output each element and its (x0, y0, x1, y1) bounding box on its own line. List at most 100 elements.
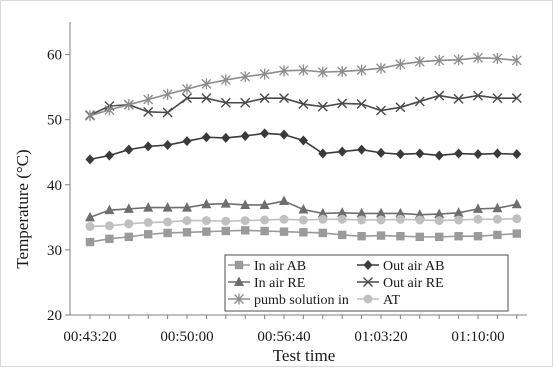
data-point-triangle (234, 276, 244, 286)
data-point-triangle (104, 204, 115, 215)
data-point-diamond (492, 148, 502, 159)
legend-item: pumb solution in (228, 293, 349, 308)
data-point-triangle (279, 195, 289, 206)
data-point-diamond (363, 260, 373, 270)
legend: In air AB Out air AB In air RE Out air RE pu… (224, 254, 509, 312)
data-point-circle (363, 294, 373, 304)
data-point-circle (240, 216, 250, 226)
legend-item: In air RE (228, 276, 305, 291)
data-point-square (396, 232, 405, 241)
data-point-triangle (337, 207, 348, 217)
data-point-x (511, 93, 522, 104)
legend-label: Out air AB (383, 259, 444, 274)
data-point-diamond (454, 148, 464, 159)
data-point-x (434, 90, 445, 101)
series-in-air-ab (85, 226, 521, 247)
data-point-diamond (357, 144, 367, 155)
data-point-square (376, 231, 386, 240)
series-in-air-re (85, 195, 522, 222)
data-point-circle (201, 216, 211, 226)
data-point-x (259, 93, 270, 104)
data-point-diamond (376, 147, 386, 158)
data-point-diamond (260, 128, 270, 139)
data-point-x (414, 96, 425, 107)
data-point-asterisk (162, 88, 173, 100)
data-point-asterisk (414, 56, 425, 68)
x-tick-label: 01:03:20 (354, 329, 407, 345)
data-point-square (435, 232, 444, 242)
data-point-triangle (376, 207, 386, 218)
data-point-x (337, 98, 348, 109)
data-point-square (221, 226, 230, 236)
data-point-triangle (240, 199, 251, 209)
data-point-square (473, 232, 483, 241)
data-point-circle (298, 215, 308, 225)
data-point-x (453, 93, 464, 104)
data-point-x (363, 277, 373, 287)
data-point-circle (260, 215, 270, 225)
data-point-square (182, 228, 192, 237)
data-point-asterisk (234, 293, 244, 305)
data-point-square (202, 227, 211, 236)
y-axis-title: Temperature (°C) (13, 149, 32, 268)
data-point-circle (221, 216, 231, 226)
y-tick-label: 60 (47, 48, 62, 64)
data-point-diamond (512, 149, 522, 160)
y-tick-label: 50 (47, 113, 62, 129)
data-point-triangle (298, 204, 309, 214)
data-point-diamond (395, 149, 405, 160)
data-point-diamond (201, 132, 211, 143)
legend-label: AT (383, 293, 401, 308)
x-tick-label: 01:10:00 (451, 329, 504, 345)
data-point-asterisk (182, 83, 192, 95)
data-point-square (318, 228, 327, 238)
data-point-square (163, 228, 172, 238)
data-point-square (493, 230, 502, 240)
data-point-asterisk (395, 58, 406, 70)
data-point-circle (318, 214, 328, 224)
data-point-x (143, 106, 154, 117)
data-point-circle (337, 214, 347, 224)
data-point-diamond (85, 154, 95, 165)
data-point-square (105, 234, 114, 244)
x-tick-label: 00:56:40 (257, 329, 310, 345)
legend-label: pumb solution in (254, 293, 349, 308)
data-point-square (454, 232, 463, 241)
data-point-square (234, 260, 244, 270)
legend-label: Out air RE (383, 276, 444, 291)
data-point-diamond (337, 146, 347, 157)
data-point-square (279, 227, 289, 236)
data-point-triangle (259, 199, 270, 209)
data-point-diamond (182, 136, 192, 147)
data-point-triangle (123, 203, 134, 213)
data-point-circle (492, 214, 502, 224)
data-point-asterisk (143, 93, 154, 105)
data-point-circle (124, 219, 134, 229)
data-point-square (241, 226, 250, 235)
data-point-x (201, 93, 212, 104)
x-tick-label: 00:50:00 (160, 329, 213, 345)
series-layer (85, 52, 522, 247)
data-point-circle (415, 215, 425, 225)
data-point-triangle (492, 202, 503, 213)
data-point-diamond (163, 140, 173, 151)
data-point-circle (434, 216, 444, 226)
data-point-x (298, 99, 309, 110)
data-point-square (85, 237, 95, 247)
data-point-diamond (240, 130, 250, 141)
series-at (85, 214, 522, 231)
data-point-triangle (395, 207, 406, 218)
data-point-asterisk (473, 52, 483, 64)
data-point-asterisk (298, 64, 309, 76)
data-point-diamond (318, 148, 328, 159)
data-point-asterisk (201, 78, 212, 90)
data-point-x (356, 99, 367, 110)
data-point-triangle (511, 198, 522, 209)
data-point-diamond (143, 141, 153, 152)
data-point-circle (376, 215, 386, 225)
data-point-triangle (162, 202, 173, 212)
data-point-asterisk (279, 65, 289, 77)
series-pumb-solution-in (85, 52, 522, 122)
